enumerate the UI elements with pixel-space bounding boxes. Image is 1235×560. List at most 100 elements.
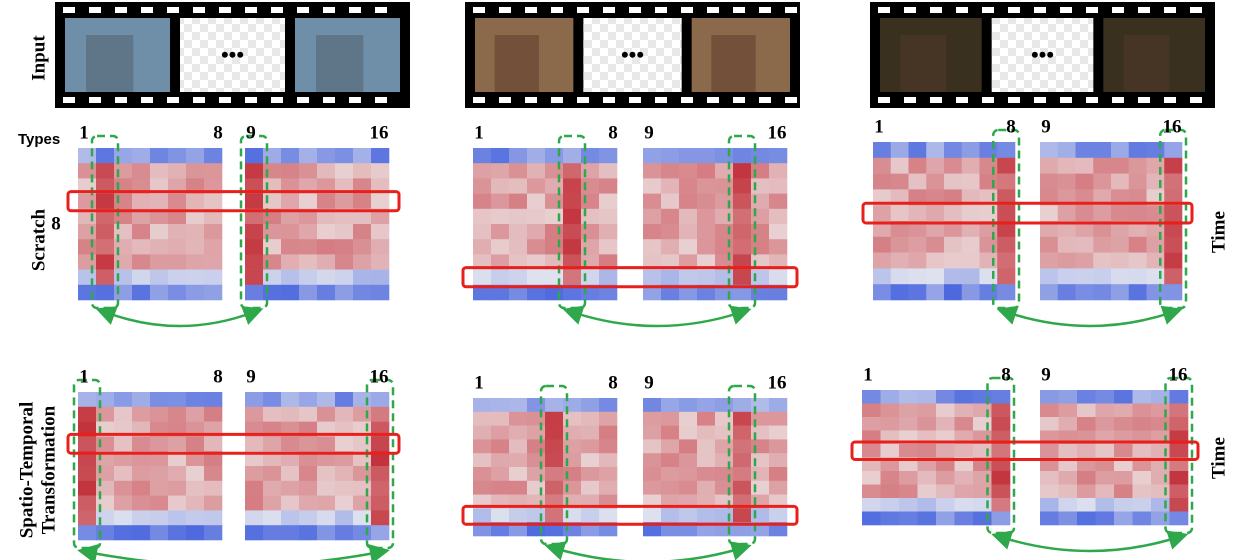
heatmap-cell: [281, 466, 300, 482]
heatmap-cell: [1095, 498, 1115, 512]
heatmap-cell: [186, 466, 205, 482]
heatmap-cell: [751, 467, 770, 482]
heatmap-cell: [1040, 142, 1059, 159]
heatmap-cell: [545, 208, 564, 225]
sprocket: [63, 7, 75, 13]
heatmap-cell: [973, 511, 992, 526]
heatmap-cell: [353, 208, 372, 225]
heatmap-cell: [132, 495, 151, 511]
heatmap-cell: [908, 142, 927, 159]
video-frame-detail: [494, 35, 539, 92]
sprocket: [904, 7, 916, 13]
heatmap-cell: [973, 390, 992, 404]
heatmap-cell: [581, 269, 600, 286]
heatmap-cell: [715, 425, 734, 440]
heatmap-cell: [335, 392, 354, 408]
heatmap-cell: [168, 254, 187, 270]
heatmap-cell: [1093, 189, 1112, 206]
heatmap-cell: [1058, 471, 1078, 485]
heatmap-cell: [245, 193, 264, 210]
heatmap-cell: [168, 510, 187, 526]
heatmap-cell: [527, 224, 546, 240]
heatmap-cell: [643, 480, 662, 495]
heatmap-cell: [245, 178, 264, 194]
heatmap-cell: [317, 466, 336, 482]
heatmap-cell: [661, 254, 680, 270]
heatmap-cell: [1128, 252, 1147, 269]
heatmap-cell: [944, 142, 963, 159]
heatmap-cell: [961, 252, 980, 269]
heatmap-cell: [991, 498, 1011, 512]
heatmap-cell: [545, 480, 564, 495]
heatmap-cell: [1111, 284, 1130, 301]
heatmap-cell: [751, 411, 770, 426]
sprocket: [115, 97, 127, 103]
heatmap-cell: [599, 239, 618, 255]
heatmap-cell: [527, 178, 546, 194]
heatmap-cell: [581, 425, 600, 440]
heatmap-cell: [281, 224, 300, 240]
sprocket: [219, 97, 231, 103]
heatmap-cell: [643, 193, 662, 210]
sprocket: [1060, 97, 1072, 103]
heatmap-cell: [263, 406, 282, 422]
heatmap-cell: [168, 436, 187, 452]
heatmap-cell: [1095, 444, 1115, 458]
heatmap-cell: [973, 444, 992, 458]
heatmap-cell: [679, 224, 698, 240]
sprocket: [956, 97, 968, 103]
heatmap-cell: [661, 193, 680, 210]
heatmap-cell: [132, 178, 151, 194]
column-highlight: [992, 128, 1021, 310]
heatmap-cell: [150, 193, 169, 210]
heatmap-cell: [679, 269, 698, 286]
heatmap-cell: [979, 252, 998, 269]
heatmap-cell: [96, 178, 115, 194]
heatmap-cell: [715, 508, 734, 523]
column-number: 16: [370, 366, 389, 387]
heatmap-cell: [263, 193, 282, 210]
heatmap-cell: [114, 451, 133, 467]
heatmap-cell: [733, 254, 752, 270]
heatmap-cell: [751, 208, 770, 225]
heatmap-cell: [371, 239, 390, 255]
heatmap-cell: [1093, 284, 1112, 301]
heatmap-cell: [899, 444, 918, 458]
heatmap-cell: [509, 163, 528, 179]
heatmap-cell: [186, 148, 205, 164]
heatmap-cell: [353, 392, 372, 408]
heatmap-cell: [1151, 444, 1170, 458]
heatmap-cell: [679, 398, 698, 413]
heatmap-cell: [769, 224, 788, 240]
heatmap-cell: [204, 451, 223, 467]
heatmap-cell: [281, 406, 300, 422]
heatmap-cell: [132, 480, 151, 496]
heatmap-cell: [890, 221, 909, 238]
heatmap-cell: [1111, 205, 1130, 222]
heatmap-cell: [563, 269, 582, 286]
heatmap-cell: [335, 208, 354, 225]
heatmap-cell: [1132, 484, 1152, 499]
heatmap-cell: [491, 411, 510, 426]
heatmap-cell: [114, 406, 133, 422]
heatmap-cell: [281, 178, 300, 194]
heatmap-cell: [150, 208, 169, 225]
heatmap-cell: [599, 398, 618, 413]
heatmap-cell: [473, 411, 492, 426]
heatmap-cell: [281, 510, 300, 526]
heatmap-cell: [1151, 390, 1170, 404]
heatmap-cell: [769, 439, 788, 454]
heatmap-cell: [509, 254, 528, 270]
heatmap-cell: [563, 467, 582, 482]
heatmap-cell: [186, 178, 205, 194]
heatmap-cell: [96, 224, 115, 240]
heatmap-cell: [1146, 142, 1165, 159]
heatmap-cell: [78, 510, 97, 526]
heatmap-cell: [944, 189, 963, 206]
heatmap-cell: [168, 480, 187, 496]
heatmap-cell: [926, 173, 945, 190]
heatmap-cell: [114, 254, 133, 270]
heatmap-cell: [317, 436, 336, 452]
heatmap-cell: [1040, 511, 1059, 526]
filmstrips: ••• ••• •••: [55, 2, 1215, 108]
